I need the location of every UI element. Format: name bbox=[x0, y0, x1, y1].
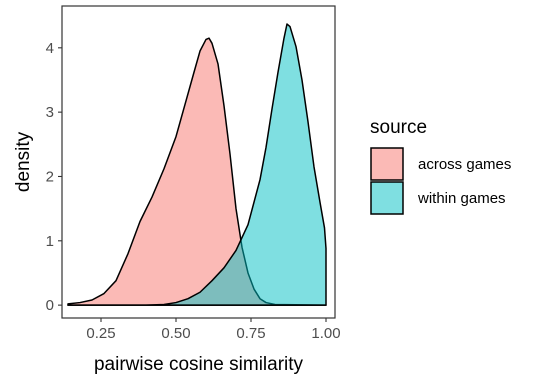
y-axis-title: density bbox=[13, 131, 34, 192]
legend-title: source bbox=[370, 117, 427, 138]
y-tick-label: 3 bbox=[46, 104, 54, 121]
legend: source across games within games bbox=[370, 117, 511, 215]
y-tick-label: 2 bbox=[46, 168, 54, 185]
y-tick-label: 1 bbox=[46, 233, 54, 250]
y-tick-label: 4 bbox=[46, 40, 54, 57]
legend-label: within games bbox=[417, 190, 506, 207]
x-tick-label: 0.50 bbox=[161, 325, 190, 342]
x-tick-label: 0.25 bbox=[86, 325, 115, 342]
y-tick-label: 0 bbox=[46, 297, 54, 314]
x-axis-title: pairwise cosine similarity bbox=[94, 354, 304, 375]
panel-border bbox=[61, 5, 336, 319]
plot-area: 0 1 2 3 4 0.25 0.50 0.75 1.00 pairwise cosine sim… bbox=[13, 5, 341, 375]
density-area-within-games bbox=[67, 23, 327, 306]
legend-label: across games bbox=[418, 156, 511, 173]
x-tick-label: 1.00 bbox=[311, 325, 340, 342]
x-tick-label: 0.75 bbox=[236, 325, 265, 342]
legend-key-across-games bbox=[370, 147, 404, 181]
legend-key-within-games bbox=[370, 181, 404, 215]
